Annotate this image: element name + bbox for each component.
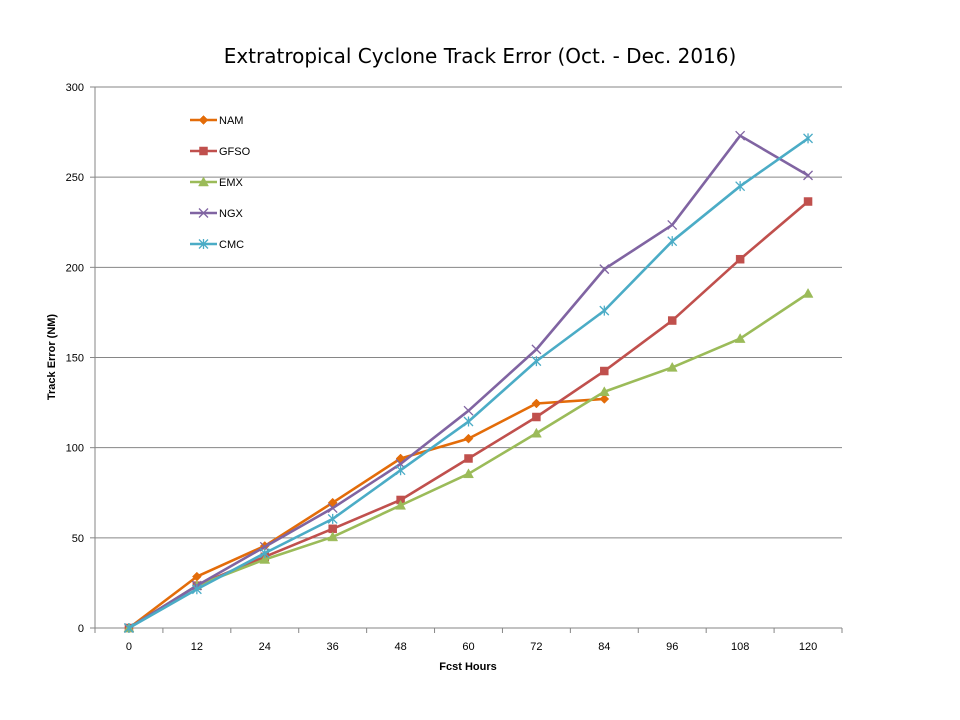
x-tick-label: 48 (394, 641, 406, 653)
y-tick-label: 0 (78, 623, 84, 635)
data-point-cmc (735, 181, 746, 192)
data-point-gfso (803, 197, 813, 206)
data-point-gfso (735, 254, 745, 264)
x-tick-label: 24 (259, 641, 271, 653)
x-tick-label: 108 (731, 641, 749, 653)
x-tick-label: 96 (666, 641, 678, 653)
series-line-gfso (127, 200, 810, 630)
legend-label-gfso: GFSO (219, 146, 251, 158)
data-point-gfso (532, 412, 541, 422)
data-point-nam (463, 433, 474, 444)
data-point-cmc (667, 236, 678, 247)
data-point-cmc (191, 584, 202, 595)
legend-item-ngx: NGX (190, 208, 244, 220)
x-tick-label: 120 (799, 641, 817, 653)
legend-label-emx: EMX (219, 177, 244, 189)
y-tick-label: 250 (66, 172, 84, 184)
data-point-ngx (531, 344, 542, 355)
data-point-cmc (395, 465, 406, 476)
data-point-cmc (803, 133, 814, 144)
legend-item-nam: NAM (190, 115, 243, 127)
data-point-ngx (463, 405, 474, 416)
data-point-nam (599, 394, 610, 404)
data-point-cmc (327, 513, 338, 524)
y-tick-label: 200 (66, 262, 84, 274)
data-point-cmc (463, 416, 474, 427)
x-tick-label: 84 (598, 641, 610, 653)
data-point-emx (259, 553, 271, 564)
data-point-emx (327, 531, 339, 542)
legend-item-gfso: GFSO (190, 146, 251, 158)
x-tick-label: 60 (462, 641, 474, 653)
data-point-gfso (667, 316, 677, 325)
gridlines (95, 86, 842, 539)
legend: NAM GFSO EMX NGX CMC (190, 115, 251, 251)
data-point-emx (666, 361, 678, 372)
legend-label-cmc: CMC (219, 239, 244, 251)
legend-marker-cmc (198, 239, 209, 249)
data-point-cmc (599, 305, 610, 316)
legend-item-cmc: CMC (190, 239, 244, 251)
legend-label-ngx: NGX (219, 208, 244, 220)
x-tick-label: 72 (530, 641, 542, 653)
data-point-emx (802, 287, 814, 298)
data-point-cmc (123, 623, 134, 633)
series-lines (123, 130, 814, 633)
y-tick-label: 100 (66, 443, 84, 455)
data-point-cmc (259, 548, 270, 559)
series-line-nam (127, 397, 606, 630)
data-point-ngx (599, 264, 610, 275)
data-point-cmc (531, 356, 542, 367)
data-point-emx (734, 333, 746, 343)
y-tick-label: 300 (66, 82, 84, 94)
legend-label-nam: NAM (219, 115, 243, 127)
data-point-emx (463, 468, 474, 479)
data-point-emx (598, 386, 610, 397)
series-cmc (123, 133, 814, 633)
legend-marker-gfso (199, 146, 208, 156)
data-point-emx (530, 427, 542, 438)
y-tick-label: 50 (72, 533, 84, 545)
data-point-gfso (600, 366, 609, 376)
x-tick-label: 0 (126, 641, 132, 653)
legend-item-emx: EMX (190, 176, 244, 189)
data-point-ngx (667, 219, 678, 230)
legend-marker-ngx (198, 208, 209, 218)
x-tick-label: 36 (327, 641, 339, 653)
data-point-ngx (735, 130, 746, 141)
y-axis-title: Track Error (NM) (46, 314, 58, 401)
data-point-ngx (803, 170, 814, 181)
axes: 0 50 100 150 200 250 300 0 12 24 36 48 60 72 84 96 108 12… (66, 82, 843, 653)
legend-marker-emx (198, 176, 209, 187)
series-ngx (123, 130, 814, 633)
chart-title: Extratropical Cyclone Track Error (Oct. … (224, 44, 737, 68)
y-tick-label: 150 (66, 353, 84, 365)
x-axis-title: Fcst Hours (439, 661, 496, 673)
data-point-gfso (464, 454, 473, 463)
data-point-ngx (327, 503, 338, 514)
x-tick-label: 12 (191, 641, 203, 653)
legend-marker-nam (198, 115, 209, 125)
data-point-nam (531, 398, 542, 409)
data-point-emx (395, 499, 407, 510)
